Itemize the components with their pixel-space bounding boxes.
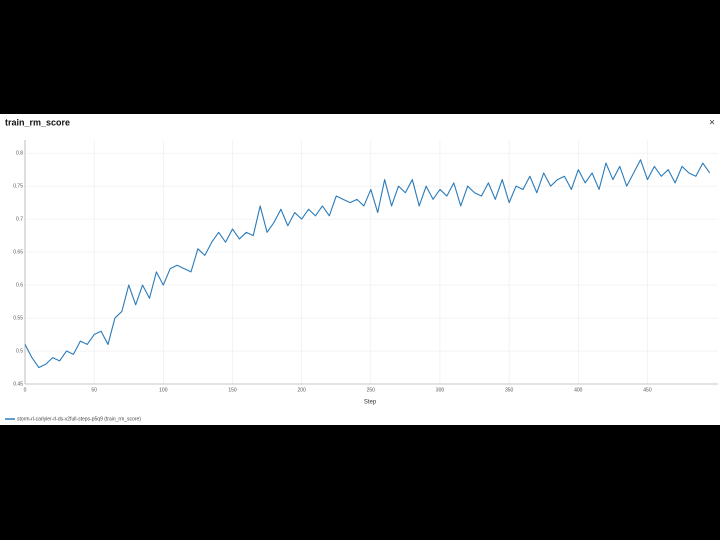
x-tick-label: 250	[367, 387, 376, 393]
close-button[interactable]: ×	[709, 118, 715, 129]
y-tick-label: 0.65	[13, 249, 23, 255]
y-tick-label: 0.8	[16, 151, 23, 157]
legend-label: storm-rl-carlyler-rl-ds-v2full-steps-p5q…	[17, 416, 141, 422]
y-tick-label: 0.6	[16, 282, 23, 288]
x-tick-label: 50	[91, 387, 97, 393]
y-tick-label: 0.55	[13, 315, 23, 321]
x-tick-label: 150	[228, 387, 237, 393]
y-tick-label: 0.75	[13, 183, 23, 189]
x-tick-label: 100	[159, 387, 168, 393]
y-tick-label: 0.45	[13, 381, 23, 387]
x-tick-label: 0	[24, 387, 27, 393]
x-axis-label: Step	[364, 400, 377, 406]
x-tick-label: 400	[574, 387, 583, 393]
y-tick-label: 0.5	[16, 348, 23, 354]
x-tick-label: 300	[436, 387, 445, 393]
y-tick-label: 0.7	[16, 216, 23, 222]
x-tick-label: 200	[297, 387, 306, 393]
x-tick-label: 450	[643, 387, 652, 393]
data-line	[24, 159, 711, 369]
x-tick-label: 350	[505, 387, 514, 393]
panel-title: train_rm_score	[5, 117, 70, 127]
panel	[0, 114, 720, 425]
